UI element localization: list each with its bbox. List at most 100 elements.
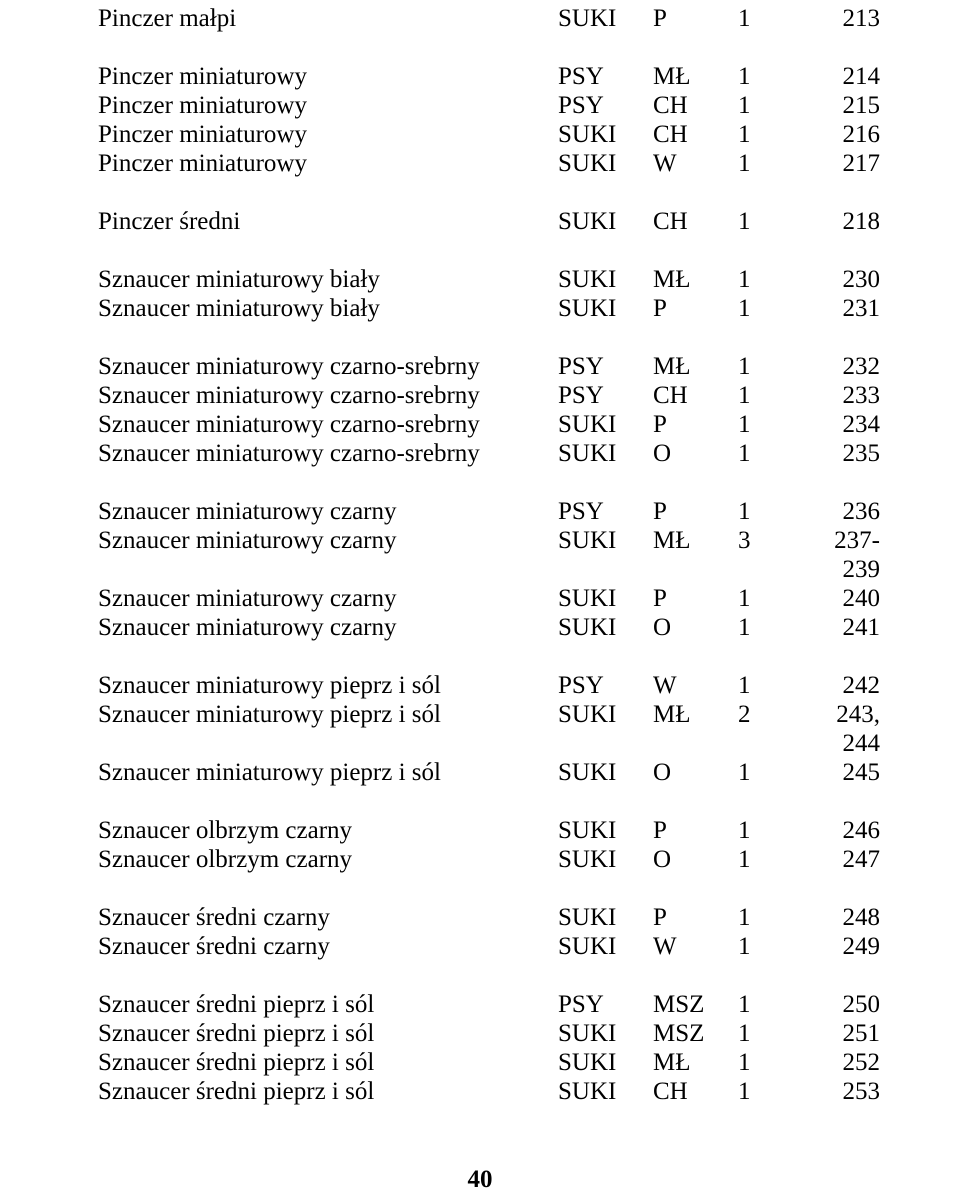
class-col: P bbox=[653, 4, 738, 33]
class-col: O bbox=[653, 758, 738, 787]
number-col: 231 bbox=[798, 294, 880, 323]
class-col: P bbox=[653, 584, 738, 613]
breed-name: Sznaucer miniaturowy czarno-srebrny bbox=[98, 381, 558, 410]
number-col: 245 bbox=[798, 758, 880, 787]
count-col: 1 bbox=[738, 294, 798, 323]
number-col: 243, 244 bbox=[798, 700, 880, 758]
sex-col: SUKI bbox=[558, 207, 653, 236]
count-col: 1 bbox=[738, 758, 798, 787]
page-number: 40 bbox=[0, 1165, 960, 1194]
breed-name: Sznaucer miniaturowy czarno-srebrny bbox=[98, 439, 558, 468]
breed-group: Pinczer małpiSUKIP1213 bbox=[98, 4, 880, 33]
table-row: Sznaucer miniaturowy czarno-srebrnySUKIP… bbox=[98, 410, 880, 439]
class-col: P bbox=[653, 497, 738, 526]
sex-col: SUKI bbox=[558, 932, 653, 961]
count-col: 1 bbox=[738, 1048, 798, 1077]
breed-name: Sznaucer średni czarny bbox=[98, 903, 558, 932]
number-col: 252 bbox=[798, 1048, 880, 1077]
sex-col: PSY bbox=[558, 671, 653, 700]
number-col: 215 bbox=[798, 91, 880, 120]
breed-name: Sznaucer średni pieprz i sól bbox=[98, 990, 558, 1019]
table-row: Sznaucer miniaturowy białySUKIMŁ1230 bbox=[98, 265, 880, 294]
count-col: 1 bbox=[738, 207, 798, 236]
count-col: 1 bbox=[738, 671, 798, 700]
class-col: O bbox=[653, 439, 738, 468]
sex-col: PSY bbox=[558, 352, 653, 381]
breed-name: Pinczer miniaturowy bbox=[98, 149, 558, 178]
breed-name: Sznaucer miniaturowy czarny bbox=[98, 613, 558, 642]
table-row: Sznaucer średni pieprz i sólSUKIMŁ1252 bbox=[98, 1048, 880, 1077]
sex-col: PSY bbox=[558, 381, 653, 410]
class-col: MŁ bbox=[653, 1048, 738, 1077]
number-col: 233 bbox=[798, 381, 880, 410]
breed-name: Sznaucer olbrzym czarny bbox=[98, 816, 558, 845]
sex-col: SUKI bbox=[558, 4, 653, 33]
class-col: CH bbox=[653, 1077, 738, 1106]
count-col: 1 bbox=[738, 816, 798, 845]
class-col: P bbox=[653, 294, 738, 323]
sex-col: SUKI bbox=[558, 120, 653, 149]
count-col: 1 bbox=[738, 1077, 798, 1106]
number-col: 248 bbox=[798, 903, 880, 932]
class-col: P bbox=[653, 410, 738, 439]
table-row: Sznaucer miniaturowy czarno-srebrnyPSYCH… bbox=[98, 381, 880, 410]
breed-group: Sznaucer średni pieprz i sólPSYMSZ1250Sz… bbox=[98, 990, 880, 1106]
count-col: 1 bbox=[738, 439, 798, 468]
breed-name: Sznaucer średni pieprz i sól bbox=[98, 1019, 558, 1048]
sex-col: SUKI bbox=[558, 439, 653, 468]
class-col: CH bbox=[653, 120, 738, 149]
number-col: 236 bbox=[798, 497, 880, 526]
number-col: 240 bbox=[798, 584, 880, 613]
class-col: MŁ bbox=[653, 265, 738, 294]
count-col: 1 bbox=[738, 584, 798, 613]
breed-name: Pinczer miniaturowy bbox=[98, 62, 558, 91]
class-col: CH bbox=[653, 381, 738, 410]
table-row: Sznaucer olbrzym czarnySUKIO1247 bbox=[98, 845, 880, 874]
table-row: Sznaucer średni pieprz i sólSUKIMSZ1251 bbox=[98, 1019, 880, 1048]
number-col: 213 bbox=[798, 4, 880, 33]
count-col: 1 bbox=[738, 120, 798, 149]
number-col: 246 bbox=[798, 816, 880, 845]
count-col: 1 bbox=[738, 410, 798, 439]
class-col: CH bbox=[653, 207, 738, 236]
number-col: 253 bbox=[798, 1077, 880, 1106]
count-col: 1 bbox=[738, 990, 798, 1019]
breed-name: Sznaucer miniaturowy czarny bbox=[98, 584, 558, 613]
count-col: 1 bbox=[738, 903, 798, 932]
sex-col: SUKI bbox=[558, 1048, 653, 1077]
breed-name: Sznaucer średni pieprz i sól bbox=[98, 1048, 558, 1077]
count-col: 2 bbox=[738, 700, 798, 758]
breed-name: Sznaucer miniaturowy pieprz i sól bbox=[98, 671, 558, 700]
count-col: 1 bbox=[738, 932, 798, 961]
number-col: 249 bbox=[798, 932, 880, 961]
table-row: Sznaucer średni pieprz i sólSUKICH1253 bbox=[98, 1077, 880, 1106]
class-col: O bbox=[653, 613, 738, 642]
breed-group: Sznaucer miniaturowy czarnyPSYP1236Sznau… bbox=[98, 497, 880, 642]
table-row: Pinczer miniaturowySUKICH1216 bbox=[98, 120, 880, 149]
sex-col: SUKI bbox=[558, 700, 653, 758]
class-col: CH bbox=[653, 91, 738, 120]
table-row: Sznaucer olbrzym czarnySUKIP1246 bbox=[98, 816, 880, 845]
count-col: 1 bbox=[738, 62, 798, 91]
class-col: W bbox=[653, 671, 738, 700]
number-col: 232 bbox=[798, 352, 880, 381]
table-row: Sznaucer miniaturowy czarnyPSYP1236 bbox=[98, 497, 880, 526]
breed-group: Pinczer średniSUKICH1218 bbox=[98, 207, 880, 236]
table-row: Sznaucer miniaturowy czarno-srebrnyPSYMŁ… bbox=[98, 352, 880, 381]
table-row: Pinczer miniaturowySUKIW1217 bbox=[98, 149, 880, 178]
sex-col: SUKI bbox=[558, 265, 653, 294]
breed-group: Sznaucer olbrzym czarnySUKIP1246Sznaucer… bbox=[98, 816, 880, 874]
breed-group: Sznaucer miniaturowy białySUKIMŁ1230Szna… bbox=[98, 265, 880, 323]
sex-col: SUKI bbox=[558, 613, 653, 642]
class-col: MSZ bbox=[653, 990, 738, 1019]
sex-col: SUKI bbox=[558, 584, 653, 613]
count-col: 1 bbox=[738, 352, 798, 381]
breed-group: Sznaucer miniaturowy pieprz i sólPSYW124… bbox=[98, 671, 880, 787]
table-row: Pinczer miniaturowyPSYCH1215 bbox=[98, 91, 880, 120]
breed-group: Sznaucer miniaturowy czarno-srebrnyPSYMŁ… bbox=[98, 352, 880, 468]
breed-name: Pinczer miniaturowy bbox=[98, 120, 558, 149]
sex-col: SUKI bbox=[558, 845, 653, 874]
sex-col: PSY bbox=[558, 497, 653, 526]
class-col: MSZ bbox=[653, 1019, 738, 1048]
breed-name: Sznaucer miniaturowy pieprz i sól bbox=[98, 758, 558, 787]
